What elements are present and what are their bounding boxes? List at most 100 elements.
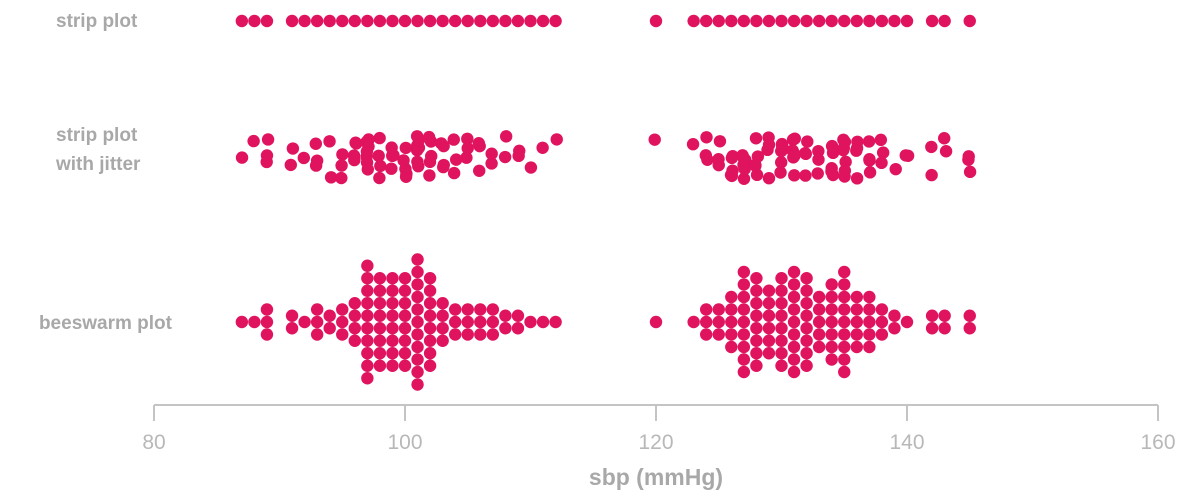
beeswarm-dot <box>800 297 813 310</box>
beeswarm-dot <box>348 297 361 310</box>
strip-dot <box>436 14 449 28</box>
beeswarm-dot <box>812 340 826 354</box>
row-label-line: strip plot <box>56 125 138 146</box>
jitter-dot <box>725 151 739 165</box>
beeswarm-dot <box>737 315 751 329</box>
beeswarm-dot <box>938 322 951 335</box>
beeswarm-dot <box>825 340 838 354</box>
beeswarm-dot <box>373 272 387 285</box>
beeswarm-dot <box>436 309 449 322</box>
beeswarm-dot <box>373 322 387 335</box>
jitter-dot <box>850 172 864 185</box>
beeswarm-dot <box>775 322 788 335</box>
strip-dot <box>411 14 424 28</box>
row-label-line: beeswarm plot <box>38 312 172 334</box>
beeswarm-dot <box>750 309 763 322</box>
jitter-dot <box>774 166 787 179</box>
beeswarm-dot <box>775 347 788 360</box>
jitter-dot <box>461 132 474 146</box>
beeswarm-dot <box>687 315 700 329</box>
strip-dot <box>549 14 562 28</box>
jitter-dot <box>749 159 762 172</box>
jitter-dot <box>472 137 486 150</box>
x-tick-label: 100 <box>387 431 422 454</box>
jitter-dot <box>323 135 336 148</box>
strip-dot <box>725 14 738 28</box>
beeswarm-dot <box>373 334 387 347</box>
jitter-dot <box>461 142 474 155</box>
beeswarm-dot <box>812 328 826 341</box>
jitter-dot <box>372 149 385 163</box>
beeswarm-dot <box>787 328 801 341</box>
strip-dot <box>737 14 751 28</box>
beeswarm-dot <box>787 340 801 354</box>
jitter-dot <box>863 166 877 179</box>
beeswarm-dot <box>850 340 863 354</box>
jitter-dot <box>850 144 863 157</box>
jitter-dot <box>361 163 375 176</box>
jitter-dot <box>485 157 498 170</box>
jitter-dot <box>837 143 850 157</box>
beeswarm-dot <box>411 328 424 341</box>
beeswarm-dot <box>850 328 863 341</box>
beeswarm-dot <box>712 328 725 341</box>
strip-dot <box>812 14 826 28</box>
strip-dot <box>649 14 663 28</box>
jitter-dot <box>799 169 812 182</box>
beeswarm-dot <box>361 272 374 285</box>
jitter-dot <box>801 135 814 148</box>
jitter-dot <box>749 132 763 145</box>
jitter-dot <box>336 148 349 161</box>
jitter-dot <box>437 158 450 172</box>
strip-dot <box>700 14 713 28</box>
beeswarm-dot <box>762 297 776 310</box>
beeswarm-dot <box>775 284 788 297</box>
beeswarm-dot <box>712 315 725 329</box>
beeswarm-dot <box>499 322 512 335</box>
beeswarm-dot <box>449 315 462 329</box>
strip-dot <box>235 14 249 28</box>
strip-dot <box>687 14 700 28</box>
beeswarm-dot <box>486 303 500 316</box>
beeswarm-dot <box>511 322 525 335</box>
beeswarm-dot <box>474 303 487 316</box>
beeswarm-dot <box>712 303 725 316</box>
beeswarm-dot <box>411 353 424 366</box>
jitter-dot <box>939 145 953 158</box>
jitter-dot <box>373 131 386 145</box>
beeswarm-dot <box>398 272 412 285</box>
strip-dot <box>323 14 336 28</box>
beeswarm-dot <box>361 334 374 347</box>
beeswarm-dot <box>863 328 876 341</box>
beeswarm-dot <box>838 365 851 379</box>
beeswarm-dot <box>411 365 424 379</box>
jitter-dot <box>422 130 436 144</box>
jitter-dot <box>825 165 838 178</box>
x-tick-label: 80 <box>142 431 165 454</box>
beeswarm-dot <box>386 272 399 285</box>
beeswarm-dot <box>336 328 349 341</box>
jitter-dot <box>863 153 876 166</box>
beeswarm-dot <box>423 347 437 360</box>
beeswarm-dot <box>838 328 851 341</box>
beeswarm-dot <box>800 334 813 347</box>
strip-dot <box>248 14 261 28</box>
jitter-dot <box>812 144 825 158</box>
jitter-dot <box>286 142 300 155</box>
beeswarm-dot <box>386 284 399 297</box>
jitter-dot <box>963 165 977 179</box>
beeswarm-dot <box>411 340 424 354</box>
strip-dot <box>938 14 951 28</box>
jitter-dot <box>374 159 387 173</box>
beeswarm-dot <box>348 334 361 347</box>
beeswarm-dot <box>386 297 399 310</box>
beeswarm-dot <box>963 309 976 322</box>
beeswarm-dot <box>787 278 801 291</box>
beeswarm-dot <box>373 347 387 360</box>
beeswarm-dot <box>787 315 801 329</box>
jitter-dot <box>460 151 473 164</box>
jitter-dot <box>309 137 323 150</box>
beeswarm-dot <box>787 353 801 366</box>
strip-dot <box>800 14 813 28</box>
beeswarm-dot <box>423 272 437 285</box>
